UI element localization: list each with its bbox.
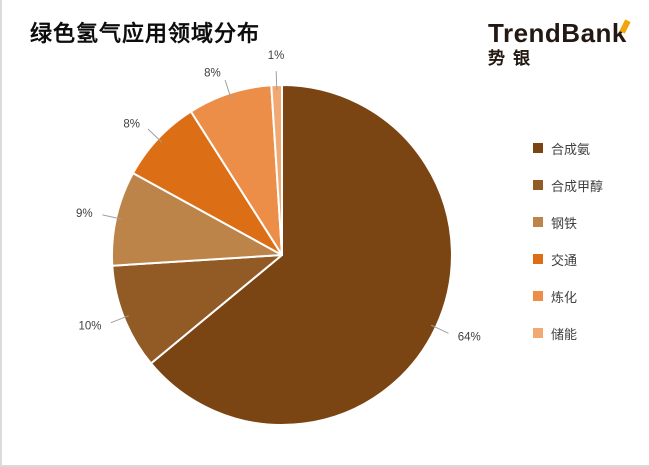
leader-line-refining [224, 79, 232, 99]
leader-line-energy-storage [275, 71, 278, 91]
legend-item-synthetic-ammonia: 合成氨 [533, 141, 603, 157]
legend-swatch-synthetic-methanol [533, 180, 543, 190]
trendbank-logo: TrendBank 势银 [488, 18, 631, 68]
logo-accent-letter: k [612, 19, 631, 46]
legend-swatch-energy-storage [533, 328, 543, 338]
pie-label-refining: 8% [204, 67, 221, 79]
legend-item-energy-storage: 储能 [533, 326, 603, 342]
legend-label: 交通 [551, 252, 578, 268]
pie-label-energy-storage: 1% [268, 50, 285, 62]
pie-label-transportation: 8% [123, 119, 140, 131]
legend-swatch-refining [533, 291, 543, 301]
logo-chinese-name: 势银 [488, 49, 538, 68]
leader-line-steel [102, 214, 122, 220]
legend-swatch-transportation [533, 254, 543, 264]
legend-item-steel: 钢铁 [533, 215, 603, 231]
legend-swatch-synthetic-ammonia [533, 143, 543, 153]
pie-label-synthetic-ammonia: 64% [458, 332, 481, 344]
legend-label: 储能 [551, 326, 578, 342]
pie-label-synthetic-methanol: 10% [78, 321, 101, 333]
chart-title: 绿色氢气应用领域分布 [30, 21, 261, 46]
leader-line-transportation [147, 128, 163, 143]
legend-label: 合成甲醇 [551, 178, 604, 194]
logo-wordmark: TrendBank [488, 18, 631, 48]
leader-line-synthetic-methanol [110, 315, 129, 324]
legend-item-refining: 炼化 [533, 289, 603, 305]
legend-label: 合成氨 [551, 141, 591, 157]
pie-label-steel: 9% [76, 208, 93, 220]
legend-label: 炼化 [551, 289, 578, 305]
chart-legend: 合成氨 合成甲醇 钢铁 交通 炼化 储能 [533, 141, 604, 342]
legend-label: 钢铁 [551, 215, 578, 231]
leader-line-synthetic-ammonia [430, 324, 449, 334]
legend-item-transportation: 交通 [533, 252, 603, 268]
legend-swatch-steel [533, 217, 543, 227]
logo-text-main: TrendBan [488, 18, 612, 48]
legend-item-synthetic-methanol: 合成甲醇 [533, 178, 604, 194]
